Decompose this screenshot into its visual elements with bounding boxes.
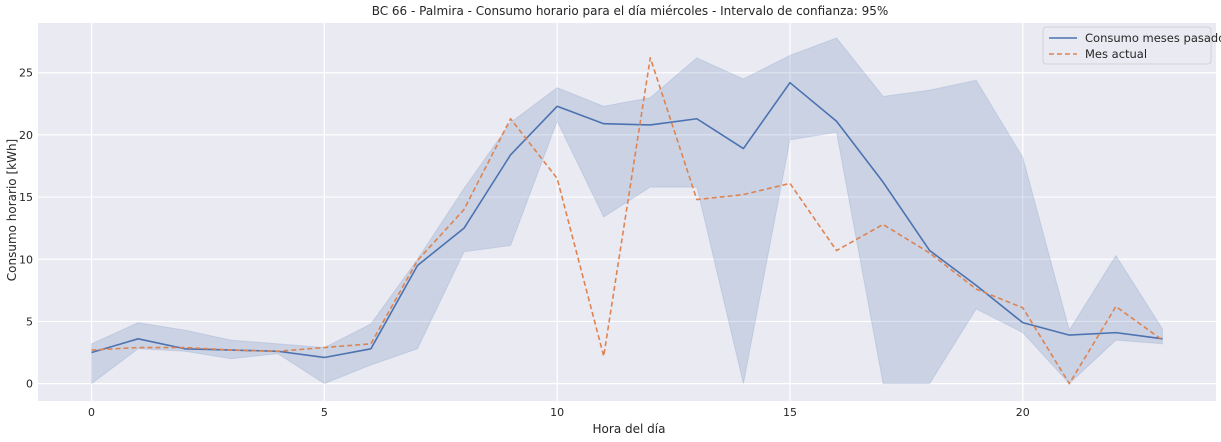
y-tick-label: 20 [19, 129, 33, 142]
series-lines [91, 57, 1163, 385]
y-axis-label: Consumo horario [kWh] [5, 139, 19, 281]
y-tick-label: 25 [19, 67, 33, 80]
grid-lines [38, 23, 1216, 401]
x-tick-label: 20 [1016, 406, 1030, 419]
confidence-band [91, 37, 1163, 385]
legend-label: Consumo meses pasados [1085, 31, 1221, 45]
legend: Consumo meses pasados Mes actual [1042, 26, 1221, 65]
x-tick-label: 15 [783, 406, 797, 419]
ci-band [91, 37, 1163, 385]
x-tick-label: 10 [550, 406, 564, 419]
x-axis-label: Hora del día [593, 422, 666, 436]
y-tick-label: 10 [19, 253, 33, 266]
series-line-mes-actual [91, 57, 1163, 385]
legend-label: Mes actual [1085, 47, 1147, 61]
y-tick-labels: 0 5 10 15 20 25 [19, 67, 33, 391]
x-tick-label: 0 [88, 406, 95, 419]
y-tick-label: 15 [19, 191, 33, 204]
plot-area [38, 23, 1216, 401]
y-tick-label: 5 [26, 315, 33, 328]
x-tick-labels: 0 5 10 15 20 [88, 406, 1030, 419]
chart-title: BC 66 - Palmira - Consumo horario para e… [372, 4, 889, 18]
legend-box [1042, 26, 1212, 65]
y-tick-label: 0 [26, 378, 33, 391]
x-tick-label: 5 [321, 406, 328, 419]
